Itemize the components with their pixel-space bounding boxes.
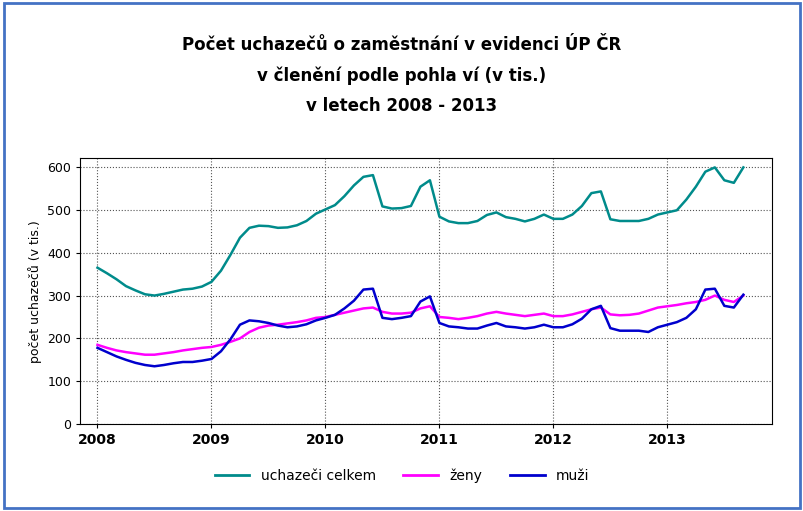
uchazeči celkem	[472, 218, 482, 224]
uchazeči celkem	[206, 279, 216, 285]
ženy	[149, 352, 159, 358]
Line: muži: muži	[97, 289, 743, 366]
ženy	[738, 292, 748, 298]
muži	[482, 322, 491, 329]
uchazeči celkem	[738, 165, 748, 171]
uchazeči celkem	[149, 292, 159, 298]
uchazeči celkem	[92, 265, 102, 271]
muži	[605, 325, 614, 331]
muži	[226, 336, 235, 342]
muži	[368, 286, 377, 292]
muži	[92, 345, 102, 351]
Line: ženy: ženy	[97, 295, 743, 355]
Line: uchazeči celkem: uchazeči celkem	[97, 168, 743, 295]
muži	[738, 292, 748, 298]
uchazeči celkem	[709, 165, 719, 171]
uchazeči celkem	[595, 189, 605, 195]
ženy	[140, 352, 149, 358]
ženy	[226, 339, 235, 345]
ženy	[92, 342, 102, 348]
Text: v letech 2008 - 2013: v letech 2008 - 2013	[306, 97, 497, 115]
ženy	[709, 292, 719, 298]
muži	[728, 305, 738, 311]
muži	[206, 356, 216, 362]
muži	[140, 362, 149, 368]
uchazeči celkem	[226, 252, 235, 258]
ženy	[595, 305, 605, 311]
muži	[149, 363, 159, 369]
Text: v členění podle pohla ví (v tis.): v členění podle pohla ví (v tis.)	[257, 66, 546, 85]
ženy	[728, 299, 738, 305]
uchazeči celkem	[140, 291, 149, 297]
Text: Počet uchazečů o zaměstnání v evidenci ÚP ČR: Počet uchazečů o zaměstnání v evidenci Ú…	[182, 36, 621, 54]
Legend: uchazeči celkem, ženy, muži: uchazeči celkem, ženy, muži	[209, 463, 594, 489]
ženy	[206, 344, 216, 350]
uchazeči celkem	[728, 180, 738, 186]
Y-axis label: počet uchazečů (v tis.): počet uchazečů (v tis.)	[28, 220, 42, 363]
ženy	[472, 313, 482, 319]
